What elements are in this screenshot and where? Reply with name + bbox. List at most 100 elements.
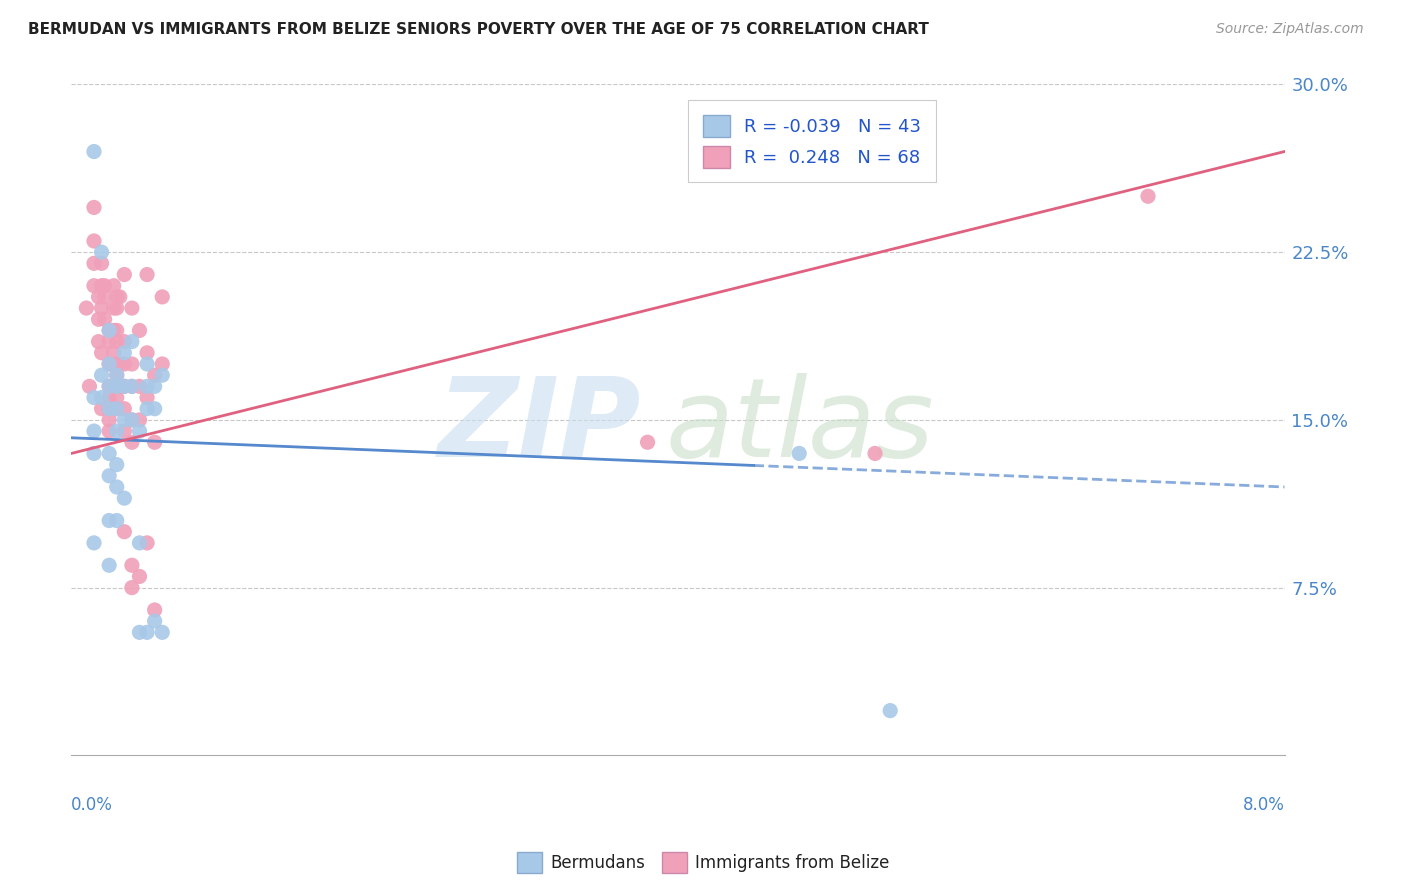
Point <box>108 290 131 304</box>
Point <box>863 446 886 460</box>
Point <box>98 413 121 427</box>
Point <box>136 625 159 640</box>
Point <box>90 301 112 315</box>
Point <box>136 357 159 371</box>
Point <box>112 379 135 393</box>
Point <box>128 536 150 550</box>
Point <box>150 290 173 304</box>
Point <box>112 357 135 371</box>
Point <box>105 514 128 528</box>
Text: 0.0%: 0.0% <box>72 796 112 814</box>
Point <box>83 424 105 438</box>
Text: ZIP: ZIP <box>439 373 641 480</box>
Point <box>103 278 125 293</box>
Point <box>136 401 159 416</box>
Point <box>121 581 143 595</box>
Point <box>143 379 166 393</box>
Legend: R = -0.039   N = 43, R =  0.248   N = 68: R = -0.039 N = 43, R = 0.248 N = 68 <box>689 100 936 182</box>
Point <box>121 413 143 427</box>
Point <box>143 435 166 450</box>
Point <box>143 603 166 617</box>
Point <box>105 424 128 438</box>
Point <box>83 278 105 293</box>
Point <box>90 368 112 383</box>
Point <box>128 569 150 583</box>
Point <box>136 346 159 360</box>
Point <box>128 379 150 393</box>
Point <box>121 435 143 450</box>
Point <box>105 480 128 494</box>
Point <box>98 401 121 416</box>
Point <box>105 391 128 405</box>
Point <box>112 379 135 393</box>
Legend: Bermudans, Immigrants from Belize: Bermudans, Immigrants from Belize <box>510 846 896 880</box>
Point <box>121 379 143 393</box>
Point <box>98 468 121 483</box>
Point <box>105 323 128 337</box>
Point <box>83 391 105 405</box>
Point <box>103 346 125 360</box>
Point <box>98 391 121 405</box>
Point <box>105 401 128 416</box>
Point <box>121 413 143 427</box>
Point <box>1137 189 1160 203</box>
Point <box>143 368 166 383</box>
Point <box>98 558 121 573</box>
Point <box>98 323 121 337</box>
Point <box>93 278 115 293</box>
Point <box>112 424 135 438</box>
Point <box>637 435 659 450</box>
Point <box>90 278 112 293</box>
Point <box>121 334 143 349</box>
Point <box>93 312 115 326</box>
Point <box>787 446 810 460</box>
Point <box>93 290 115 304</box>
Point <box>83 201 105 215</box>
Point <box>98 357 121 371</box>
Text: 8.0%: 8.0% <box>1243 796 1285 814</box>
Point <box>112 413 135 427</box>
Point <box>105 290 128 304</box>
Point <box>136 391 159 405</box>
Point <box>103 301 125 315</box>
Point <box>98 514 121 528</box>
Point <box>103 323 125 337</box>
Point <box>121 379 143 393</box>
Point <box>112 491 135 505</box>
Point <box>105 334 128 349</box>
Point <box>90 256 112 270</box>
Point <box>108 357 131 371</box>
Point <box>112 524 135 539</box>
Point <box>150 368 173 383</box>
Point <box>90 391 112 405</box>
Point <box>128 413 150 427</box>
Point <box>108 379 131 393</box>
Point <box>150 357 173 371</box>
Point <box>83 145 105 159</box>
Point <box>90 401 112 416</box>
Point <box>121 558 143 573</box>
Point <box>128 323 150 337</box>
Point <box>98 334 121 349</box>
Point <box>98 379 121 393</box>
Point <box>98 357 121 371</box>
Point <box>136 536 159 550</box>
Point <box>87 290 110 304</box>
Point <box>136 379 159 393</box>
Point <box>90 346 112 360</box>
Point <box>105 368 128 383</box>
Point <box>105 301 128 315</box>
Point <box>105 357 128 371</box>
Point <box>105 401 128 416</box>
Point <box>105 368 128 383</box>
Point <box>143 401 166 416</box>
Point <box>112 334 135 349</box>
Point <box>98 401 121 416</box>
Point <box>83 446 105 460</box>
Text: BERMUDAN VS IMMIGRANTS FROM BELIZE SENIORS POVERTY OVER THE AGE OF 75 CORRELATIO: BERMUDAN VS IMMIGRANTS FROM BELIZE SENIO… <box>28 22 929 37</box>
Point <box>112 401 135 416</box>
Text: Source: ZipAtlas.com: Source: ZipAtlas.com <box>1216 22 1364 37</box>
Point <box>121 357 143 371</box>
Point <box>90 245 112 260</box>
Text: atlas: atlas <box>665 373 935 480</box>
